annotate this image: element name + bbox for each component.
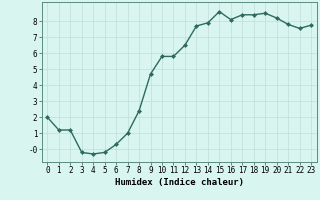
X-axis label: Humidex (Indice chaleur): Humidex (Indice chaleur)	[115, 178, 244, 187]
